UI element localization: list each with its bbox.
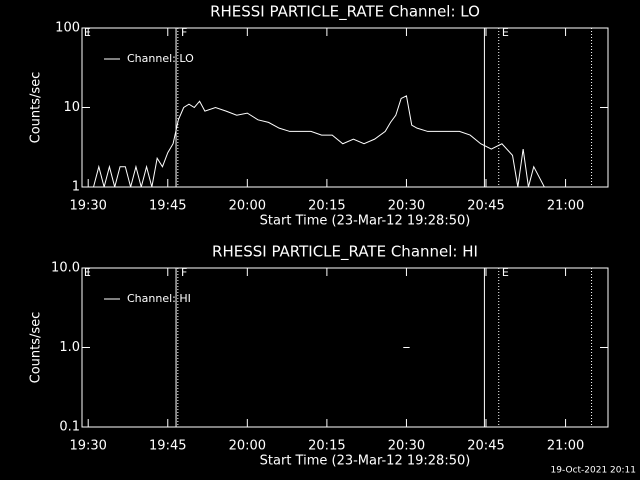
legend-label: Channel: HI: [127, 292, 191, 305]
y-tick-label: 100: [55, 21, 80, 36]
x-tick-label: 19:45: [149, 199, 186, 214]
data-line: [93, 95, 545, 187]
x-tick-label: 19:30: [69, 439, 106, 454]
x-tick-label: 20:00: [229, 199, 266, 214]
x-tick-label: 20:45: [467, 199, 504, 214]
y-axis-label: Counts/sec: [29, 312, 44, 384]
legend-label: Channel: LO: [127, 52, 194, 65]
y-tick-label: 10: [63, 100, 80, 115]
y-tick-label: 0.1: [59, 420, 80, 435]
x-tick-label: 19:45: [149, 439, 186, 454]
event-flag: E: [502, 266, 509, 279]
x-tick-label: 21:00: [547, 199, 584, 214]
x-tick-label: 20:15: [308, 439, 345, 454]
x-tick-label: 21:00: [547, 439, 584, 454]
x-tick-label: 20:45: [467, 439, 504, 454]
chart-title: RHESSI PARTICLE_RATE Channel: HI: [212, 243, 478, 262]
event-flag: F: [181, 26, 187, 39]
footer-date: 19-Oct-2021 20:11: [551, 466, 636, 476]
event-flag: F: [181, 266, 187, 279]
x-tick-label: 19:30: [69, 199, 106, 214]
event-flag: E: [84, 26, 91, 39]
x-tick-label: 20:00: [229, 439, 266, 454]
event-flag: E: [84, 266, 91, 279]
x-axis-label: Start Time (23-Mar-12 19:28:50): [260, 214, 471, 229]
x-tick-label: 20:30: [388, 199, 425, 214]
y-tick-label: 10.0: [51, 261, 80, 276]
y-tick-label: 1: [72, 180, 80, 195]
event-flag: E: [502, 26, 509, 39]
y-axis-label: Counts/sec: [29, 72, 44, 144]
chart-title: RHESSI PARTICLE_RATE Channel: LO: [210, 3, 480, 22]
x-axis-label: Start Time (23-Mar-12 19:28:50): [260, 454, 471, 469]
x-tick-label: 20:15: [308, 199, 345, 214]
y-tick-label: 1.0: [59, 340, 80, 355]
x-tick-label: 20:30: [388, 439, 425, 454]
